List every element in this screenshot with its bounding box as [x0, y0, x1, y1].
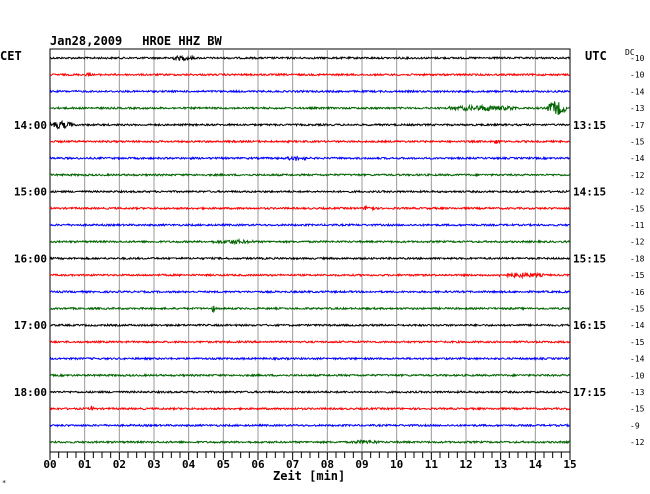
- left-time-label: 17:00: [14, 319, 47, 332]
- right-timezone-label: UTC: [585, 49, 607, 63]
- dc-column-header: DC: [625, 48, 635, 57]
- x-tick-label-15: 15: [563, 458, 576, 471]
- dc-offset-value: -12: [630, 238, 645, 247]
- trace-row-6: [49, 155, 570, 162]
- trace-row-13: [49, 271, 570, 280]
- right-time-label: 16:15: [573, 319, 606, 332]
- dc-offset-value: -18: [630, 254, 645, 263]
- dc-offset-value: -10: [630, 371, 645, 380]
- right-time-label: 15:15: [573, 252, 606, 265]
- dc-offset-value: -14: [630, 321, 645, 330]
- dc-offset-value: -15: [630, 405, 645, 414]
- x-tick-label-03: 03: [147, 458, 160, 471]
- dc-offset-value: -15: [630, 305, 645, 314]
- x-tick-label-07: 07: [286, 458, 299, 471]
- trace-row-7: [49, 172, 571, 178]
- trace-row-18: [49, 356, 570, 361]
- x-tick-label-11: 11: [425, 458, 439, 471]
- trace-row-2: [49, 89, 570, 94]
- trace-row-1: [49, 71, 570, 78]
- left-timezone-label: CET: [0, 49, 22, 63]
- left-time-label: 16:00: [14, 252, 47, 265]
- title-station: HROE HHZ BW: [142, 34, 222, 48]
- dc-offset-value: -9: [630, 421, 640, 430]
- dc-offset-value: -17: [630, 121, 645, 130]
- trace-row-10: [49, 222, 570, 228]
- dc-offset-value: -15: [630, 138, 645, 147]
- x-tick-label-02: 02: [113, 458, 126, 471]
- x-tick-label-08: 08: [321, 458, 334, 471]
- right-time-label: 13:15: [573, 119, 606, 132]
- dc-offset-value: -12: [630, 171, 645, 180]
- dc-offset-value: -10: [630, 54, 645, 63]
- dc-offset-value: -12: [630, 438, 645, 447]
- x-axis-label: Zeit [min]: [273, 469, 346, 483]
- left-time-label: 18:00: [14, 386, 47, 399]
- trace-row-8: [49, 189, 570, 194]
- trace-row-14: [49, 289, 570, 295]
- right-time-label: 14:15: [573, 186, 606, 199]
- dc-offset-value: -15: [630, 338, 645, 347]
- x-tick-label-12: 12: [459, 458, 472, 471]
- trace-row-0: [49, 54, 571, 62]
- dc-offset-value: -11: [630, 221, 645, 230]
- x-tick-label-01: 01: [78, 458, 92, 471]
- dc-offset-value: -13: [630, 388, 645, 397]
- x-tick-label-09: 09: [355, 458, 368, 471]
- trace-row-11: [49, 237, 571, 246]
- dc-offset-value: -16: [630, 288, 645, 297]
- trace-row-16: [49, 322, 570, 328]
- trace-row-12: [49, 256, 571, 261]
- trace-row-22: [49, 422, 570, 428]
- dc-offset-value: -15: [630, 204, 645, 213]
- trace-row-20: [49, 389, 570, 395]
- dc-offset-value: -14: [630, 355, 645, 364]
- title-date: Jan28,2009: [50, 34, 123, 48]
- trace-row-5: [49, 139, 570, 145]
- dc-offset-value: -14: [630, 154, 645, 163]
- x-tick-label-14: 14: [529, 458, 543, 471]
- x-tick-label-05: 05: [217, 458, 230, 471]
- dc-offset-value: -13: [630, 104, 645, 113]
- corner-mark: *: [2, 479, 7, 487]
- dc-offset-value: -15: [630, 271, 645, 280]
- chart-title: Jan28,2009 HROE HHZ BW: [50, 34, 222, 48]
- dc-offset-value: -12: [630, 188, 645, 197]
- right-time-label: 17:15: [573, 386, 606, 399]
- x-tick-label-04: 04: [182, 458, 196, 471]
- trace-row-17: [49, 339, 571, 345]
- left-time-label: 15:00: [14, 186, 47, 199]
- trace-row-9: [49, 204, 570, 212]
- left-time-label: 14:00: [14, 119, 47, 132]
- x-tick-label-00: 00: [43, 458, 56, 471]
- trace-row-4: [49, 119, 570, 130]
- dc-offset-value: -14: [630, 87, 645, 96]
- x-tick-label-06: 06: [251, 458, 265, 471]
- x-tick-label-13: 13: [494, 458, 507, 471]
- trace-row-21: [49, 405, 571, 412]
- trace-row-3: [49, 101, 570, 116]
- trace-row-15: [49, 305, 570, 313]
- trace-row-19: [49, 372, 571, 378]
- x-tick-label-10: 10: [390, 458, 403, 471]
- trace-row-23: [49, 439, 570, 445]
- dc-offset-value: -10: [630, 71, 645, 80]
